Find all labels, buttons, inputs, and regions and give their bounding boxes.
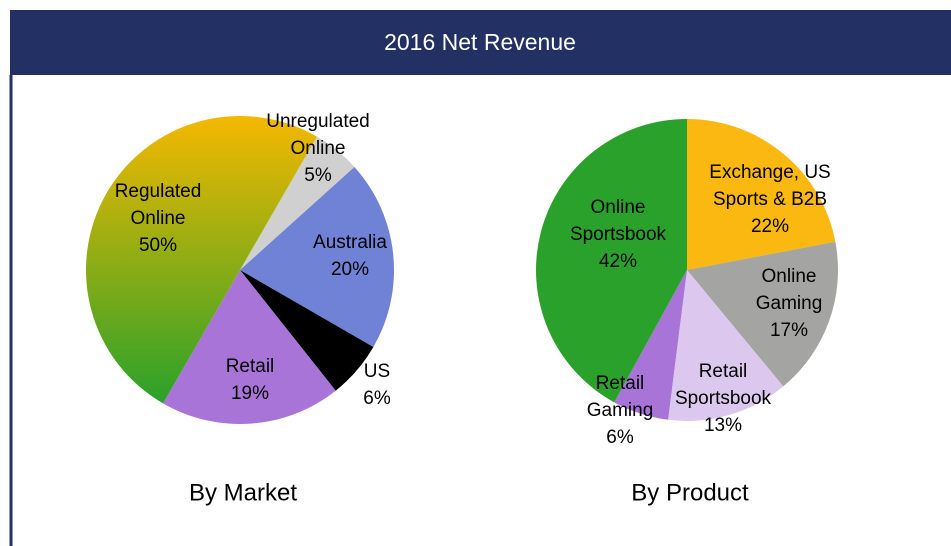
slice-label: Online <box>591 197 646 218</box>
slice-label: Retail <box>699 361 748 382</box>
slice-label: Online <box>131 208 186 229</box>
pie-slice <box>240 166 394 347</box>
slice-label: Online <box>762 266 817 287</box>
pie-slice <box>240 136 355 270</box>
header-bar <box>10 10 951 75</box>
pie-slice <box>536 119 687 403</box>
slice-value-label: 19% <box>231 383 269 404</box>
slice-value-label: 22% <box>751 216 789 237</box>
slice-value-label: 20% <box>331 259 369 280</box>
slice-label: Sportsbook <box>675 388 772 409</box>
chart-subtitle: By Product <box>631 479 749 506</box>
slice-label: Exchange, US <box>709 162 830 183</box>
slice-label: Unregulated <box>266 111 370 132</box>
pie-slice <box>687 241 838 387</box>
slice-label: Online <box>291 138 346 159</box>
slice-value-label: 13% <box>704 415 742 436</box>
header-title: 2016 Net Revenue <box>384 29 576 55</box>
slice-value-label: 6% <box>363 388 391 409</box>
pie-slice <box>687 119 836 270</box>
slice-label: Gaming <box>587 400 654 421</box>
slice-value-label: 17% <box>770 320 808 341</box>
slice-label: Regulated <box>115 181 202 202</box>
pie-slice <box>163 270 336 425</box>
chart-subtitle: By Market <box>189 479 297 506</box>
slice-label: US <box>364 361 390 382</box>
pie-slice <box>86 115 317 404</box>
slice-value-label: 42% <box>599 251 637 272</box>
slice-label: Sportsbook <box>570 224 667 245</box>
slice-value-label: 5% <box>304 165 332 186</box>
pie-slice <box>614 270 687 420</box>
slice-label: Sports & B2B <box>713 189 827 210</box>
pie-slice <box>240 270 374 391</box>
pie-slice <box>668 270 784 421</box>
slice-label: Gaming <box>756 293 823 314</box>
slice-label: Retail <box>226 356 275 377</box>
slice-value-label: 50% <box>139 235 177 256</box>
slice-label: Australia <box>313 232 387 253</box>
slice-value-label: 6% <box>606 427 634 448</box>
slice-label: Retail <box>596 373 645 394</box>
